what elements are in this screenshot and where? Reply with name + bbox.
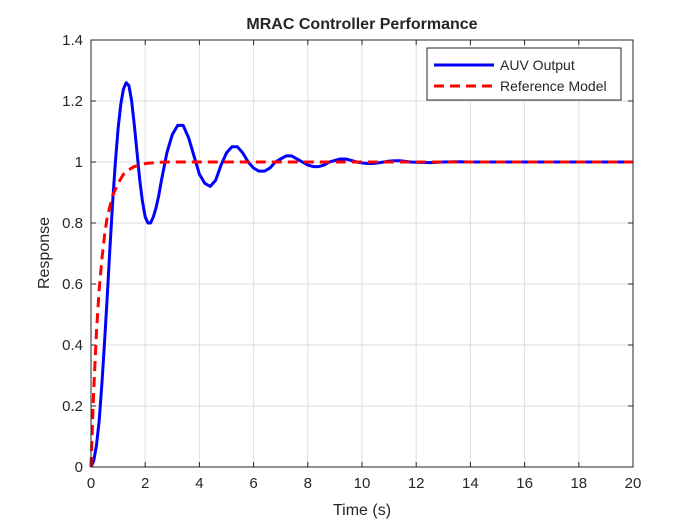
y-tick-label: 0.6 xyxy=(62,276,83,293)
x-tick-labels: 0 2 4 6 8 10 12 14 16 18 20 xyxy=(87,475,642,492)
legend-box xyxy=(426,47,622,101)
x-tick-label: 16 xyxy=(516,475,533,492)
legend-label-auv-output: AUV Output xyxy=(500,57,575,73)
legend: AUV Output Reference Model xyxy=(426,47,622,101)
x-tick-label: 8 xyxy=(304,475,312,492)
y-tick-label: 0 xyxy=(75,459,83,476)
x-tick-label: 2 xyxy=(141,475,149,492)
x-tick-label: 10 xyxy=(354,475,371,492)
y-tick-label: 0.8 xyxy=(62,215,83,232)
chart-title: MRAC Controller Performance xyxy=(246,16,477,33)
y-tick-label: 0.4 xyxy=(62,337,83,354)
x-axis-label: Time (s) xyxy=(333,502,391,519)
plot-frame xyxy=(90,39,634,468)
auv-output-line xyxy=(89,81,633,468)
grid-lines xyxy=(91,40,633,467)
series-lines xyxy=(89,81,633,468)
x-tick-label: 18 xyxy=(570,475,587,492)
x-tick-label: 4 xyxy=(195,475,203,492)
legend-label-reference-model: Reference Model xyxy=(500,78,607,94)
x-tick-label: 12 xyxy=(408,475,425,492)
y-tick-labels: 0 0.2 0.4 0.6 0.8 1 1.2 1.4 xyxy=(62,32,83,476)
x-tick-label: 6 xyxy=(249,475,257,492)
y-tick-label: 1 xyxy=(75,154,83,171)
y-tick-label: 1.2 xyxy=(62,93,83,110)
y-tick-label: 1.4 xyxy=(62,32,83,49)
x-tick-label: 0 xyxy=(87,475,95,492)
x-tick-label: 14 xyxy=(462,475,479,492)
y-axis-label: Response xyxy=(36,217,53,289)
y-tick-label: 0.2 xyxy=(62,398,83,415)
x-tick-label: 20 xyxy=(625,475,642,492)
